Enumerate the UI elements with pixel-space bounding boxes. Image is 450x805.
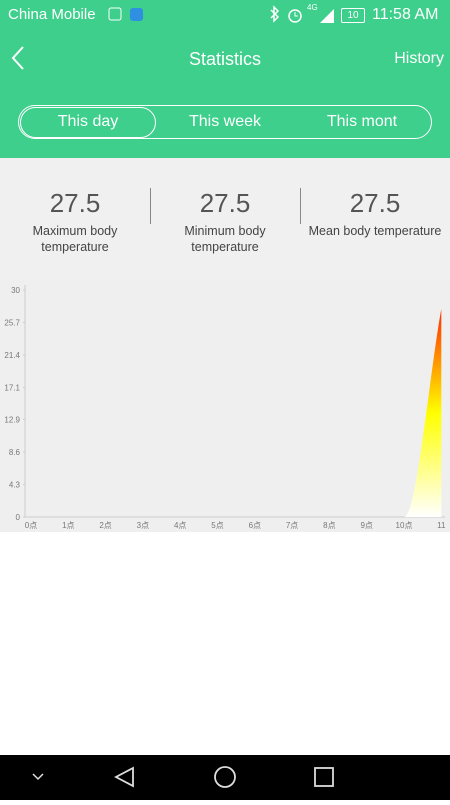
notification-icons <box>108 7 143 21</box>
chart: 0 4.3 8.6 12.9 17.1 21.4 25.7 30 0点 1点 2点 3点 4点 5点 6点 7… <box>0 280 450 532</box>
divider <box>300 188 301 224</box>
network: 4G <box>307 3 318 12</box>
tab[interactable]: This day <box>57 113 119 130</box>
history-button[interactable]: History <box>394 50 444 67</box>
stat-label: Mean body temperature <box>308 224 442 238</box>
x-tick-label: 4点 <box>174 521 186 530</box>
tab-group <box>18 105 432 139</box>
tab[interactable]: This mont <box>326 113 398 130</box>
stat-label: Minimum body temperature <box>184 224 266 254</box>
y-tick-label: 0 <box>16 513 21 522</box>
stat-value: 27.5 <box>349 188 401 218</box>
tab-selected-outline <box>20 107 156 138</box>
y-tick-label: 4.3 <box>9 480 21 489</box>
x-tick-label: 2点 <box>99 521 111 530</box>
back-button[interactable] <box>10 45 26 71</box>
battery: 10 <box>341 8 365 23</box>
clock: 11:58 AM <box>372 6 439 23</box>
stat: 27.5 Mean body temperature <box>300 188 450 239</box>
x-tick-label: 11 <box>437 521 446 530</box>
area <box>31 308 442 517</box>
x-tick-label: 7点 <box>286 521 298 530</box>
x-tick-label: 0点 <box>25 521 37 530</box>
x-tick-label: 8点 <box>323 521 335 530</box>
x-tick-label: 1点 <box>62 521 74 530</box>
x-tick-label: 10点 <box>396 521 413 530</box>
stat-value: 27.5 <box>49 188 101 218</box>
y-tick-label: 8.6 <box>9 448 21 457</box>
page-title: Statistics <box>188 49 262 69</box>
y-tick-label: 12.9 <box>4 415 20 424</box>
stat: 27.5 Minimum body temperature <box>150 188 300 255</box>
y-tick-label: 30 <box>11 286 20 295</box>
tab[interactable]: This week <box>188 113 262 130</box>
stat-value: 27.5 <box>199 188 251 218</box>
y-tick-label: 25.7 <box>4 319 20 328</box>
nav-buttons <box>32 766 334 788</box>
stats-panel: 27.5 Maximum body temperature 27.5 Minimum… <box>0 158 450 280</box>
nav-bar <box>0 755 450 800</box>
stat: 27.5 Maximum body temperature <box>0 188 150 255</box>
stat-label: Maximum body temperature <box>32 224 118 254</box>
x-tick-label: 5点 <box>211 521 223 530</box>
divider <box>150 188 151 224</box>
x-tick-label: 3点 <box>137 521 149 530</box>
x-tick-label: 6点 <box>249 521 261 530</box>
status-icons <box>270 5 334 23</box>
carrier: China Mobile <box>8 6 96 23</box>
x-tick-label: 9点 <box>360 521 372 530</box>
header-bar: China Mobile 4G 10 11:58 AM Statistics H… <box>0 0 450 158</box>
y-tick-label: 21.4 <box>4 351 20 360</box>
y-tick-label: 17.1 <box>4 384 20 393</box>
